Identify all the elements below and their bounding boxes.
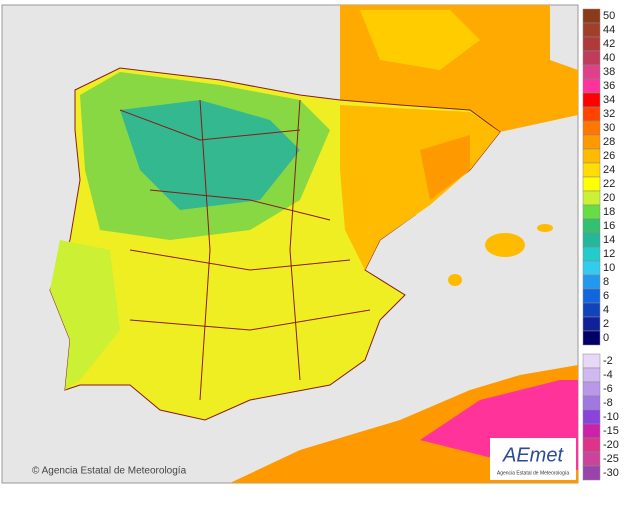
- legend-swatch: [582, 162, 601, 178]
- legend-swatch: [582, 246, 601, 262]
- legend-swatch: [582, 204, 601, 220]
- legend-swatch: [582, 395, 601, 411]
- province-borders: [119, 99, 371, 401]
- legend-label: 38: [603, 66, 615, 78]
- legend-swatch: [582, 36, 601, 52]
- portugal-coast: [50, 240, 120, 390]
- legend-label: 14: [603, 234, 615, 246]
- legend-swatch: [582, 176, 601, 192]
- legend-label: -10: [603, 411, 619, 423]
- legend-label: 30: [603, 122, 615, 134]
- legend-swatch: [582, 134, 601, 150]
- legend-label: 44: [603, 24, 615, 36]
- france-zone: [360, 10, 480, 70]
- legend-label: 4: [603, 304, 609, 316]
- legend-swatch: [582, 232, 601, 248]
- legend-swatch: [582, 367, 601, 383]
- logo-box: [490, 438, 576, 480]
- logo-subtitle: Agencia Estatal de Meteorología: [497, 470, 569, 476]
- legend-swatch: [582, 409, 601, 425]
- legend-swatch: [582, 64, 601, 80]
- legend-label: -25: [603, 453, 619, 465]
- legend-swatch: [582, 288, 601, 304]
- legend-swatch: [582, 148, 601, 164]
- legend-label: 16: [603, 220, 615, 232]
- legend-swatch: [582, 218, 601, 234]
- legend-swatch: [582, 22, 601, 38]
- legend-label: 40: [603, 52, 615, 64]
- legend-swatch: [582, 78, 601, 94]
- legend-label: 0: [603, 332, 609, 344]
- legend-swatch: [582, 50, 601, 66]
- legend-label: 22: [603, 178, 615, 190]
- ebro-hot-zone: [420, 135, 470, 200]
- legend-label: -30: [603, 467, 619, 479]
- legend-label: -8: [603, 397, 613, 409]
- legend-swatch: [582, 190, 601, 206]
- credit: © Agencia Estatal de Meteorología: [32, 466, 187, 477]
- legend-swatch: [582, 437, 601, 453]
- legend-swatch: [582, 316, 601, 332]
- legend-swatch: [582, 330, 601, 346]
- legend-label: 18: [603, 206, 615, 218]
- legend-label: 42: [603, 38, 615, 50]
- legend-label: 32: [603, 108, 615, 120]
- legend-swatch: [582, 92, 601, 108]
- legend-label: 12: [603, 248, 615, 260]
- legend-label: -20: [603, 439, 619, 451]
- legend-label: 24: [603, 164, 615, 176]
- legend-swatch: [582, 381, 601, 397]
- legend-swatch: [582, 8, 601, 24]
- legend-swatch: [582, 423, 601, 439]
- legend-label: 10: [603, 262, 615, 274]
- legend-label: -2: [603, 355, 613, 367]
- legend-swatch: [582, 120, 601, 136]
- legend-label: 2: [603, 318, 609, 330]
- legend-label: 26: [603, 150, 615, 162]
- legend-swatch: [582, 302, 601, 318]
- legend-label: -4: [603, 369, 613, 381]
- logo: AEmet: [502, 444, 564, 466]
- ibiza: [448, 274, 462, 286]
- legend-swatch: [582, 451, 601, 467]
- legend-label: 8: [603, 276, 609, 288]
- legend-swatch: [582, 465, 601, 481]
- legend-swatch: [582, 106, 601, 122]
- legend-label: -15: [603, 425, 619, 437]
- legend-swatch: [582, 274, 601, 290]
- legend-swatch: [582, 353, 601, 369]
- legend-label: -6: [603, 383, 613, 395]
- legend-label: 20: [603, 192, 615, 204]
- legend-label: 34: [603, 94, 615, 106]
- legend-label: 36: [603, 80, 615, 92]
- mallorca: [485, 233, 525, 257]
- legend-label: 28: [603, 136, 615, 148]
- menorca: [537, 224, 553, 232]
- legend-label: 6: [603, 290, 609, 302]
- legend-swatch: [582, 260, 601, 276]
- north-cool-zone: [120, 100, 300, 210]
- legend-label: 50: [603, 10, 615, 22]
